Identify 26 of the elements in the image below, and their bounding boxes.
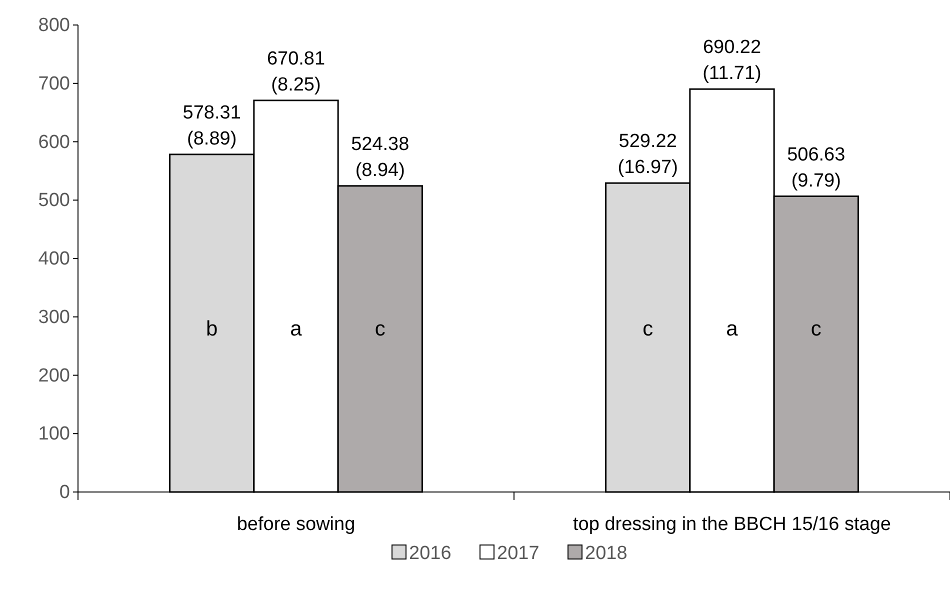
y-tick-label: 300 (38, 306, 70, 328)
legend-label: 2016 (409, 543, 452, 564)
x-tick-label: top dressing in the BBCH 15/16 stage (573, 514, 891, 535)
y-tick-label: 0 (59, 482, 70, 504)
annotation: a (726, 318, 738, 341)
annotation: c (810, 318, 822, 341)
y-tick-label: 800 (38, 15, 70, 36)
data-label: 690.22 (11.71) (702, 37, 762, 84)
annotation: c (374, 318, 386, 341)
annotation: a (290, 318, 302, 341)
data-label: 529.22 (16.97) (618, 131, 678, 178)
y-tick-label: 200 (38, 365, 70, 386)
data-label: 524.38 (8.94) (351, 134, 410, 181)
y-tick-label: 100 (38, 424, 70, 445)
data-label: 670.81 (8.25) (266, 48, 326, 96)
legend-label: 2017 (497, 543, 540, 564)
y-tick-label: 500 (38, 190, 70, 212)
annotation: c (642, 318, 654, 341)
y-tick-label: 400 (38, 248, 70, 270)
x-tick-label: before sowing (236, 514, 356, 535)
data-label: 506.63 (9.79) (787, 144, 846, 192)
y-tick-label: 700 (38, 73, 70, 94)
y-tick-label: 600 (38, 132, 70, 153)
data-label: 578.31 (8.89) (182, 102, 241, 150)
annotation: b (206, 318, 218, 341)
legend-label: 2018 (585, 543, 628, 564)
